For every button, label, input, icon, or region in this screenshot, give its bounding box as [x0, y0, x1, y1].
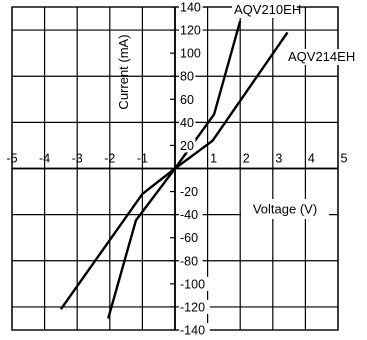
- legend-label-bg: [232, 2, 297, 18]
- y-tick-label: 120: [180, 24, 201, 38]
- y-tick-label-bg: [179, 299, 210, 314]
- x-tick-label: -1: [137, 152, 148, 166]
- y-tick-label-bg: [179, 230, 203, 245]
- y-tick-label: 80: [180, 70, 194, 84]
- y-tick-label-bg: [179, 138, 196, 153]
- x-tick-label: 3: [275, 152, 282, 166]
- x-tick-label: -4: [39, 152, 50, 166]
- y-tick-label-bg: [179, 92, 196, 107]
- y-tick-label-bg: [179, 23, 203, 38]
- x-tick-labels: -5 -4 -3 -2 -1 1 2 3 4 5: [6, 152, 347, 166]
- x-tick-label: -3: [72, 152, 83, 166]
- y-tick-label: -140: [180, 324, 205, 338]
- y-axis-label: Current (mA): [116, 34, 131, 109]
- y-tick-label: -80: [180, 254, 198, 268]
- y-tick-label-bg: [179, 0, 203, 14]
- y-tick-label-bg: [179, 184, 203, 199]
- y-tick-label-bg: [179, 253, 203, 268]
- y-tick-label: 40: [180, 116, 194, 130]
- y-tick-label: 100: [180, 47, 201, 61]
- y-tick-label: 140: [180, 1, 201, 15]
- legend: AQV210EH AQV214EH: [232, 2, 355, 65]
- legend-label-bg: [286, 49, 351, 65]
- y-tick-label: 60: [180, 93, 194, 107]
- y-tick-label: -60: [180, 231, 198, 245]
- y-tick-label-bg: [179, 276, 210, 291]
- x-tick-label: 4: [308, 152, 315, 166]
- y-tick-labels: 140 120 100 80 60 40 20 -20 -40 -60 -80 -100 -120 -14…: [179, 0, 210, 338]
- legend-label-aqv210eh: AQV210EH: [234, 2, 301, 17]
- series-lines: [59, 20, 289, 319]
- y-tick-label-bg: [179, 69, 196, 84]
- y-tick-label: -20: [180, 185, 198, 199]
- x-tick-label: 1: [210, 152, 217, 166]
- x-tick-label: -5: [6, 152, 17, 166]
- y-tick-label: -40: [180, 208, 198, 222]
- y-tick-label: 20: [180, 139, 194, 153]
- y-tick-label-bg: [179, 115, 196, 130]
- x-tick-label: 5: [341, 152, 348, 166]
- y-tick-label-bg: [179, 46, 203, 61]
- x-axis-label: Voltage (V): [253, 202, 317, 217]
- x-tick-label: -2: [104, 152, 115, 166]
- y-tick-label-bg: [179, 207, 203, 222]
- series-line-aqv214eh: [59, 31, 289, 310]
- y-tick-label-bg: [179, 323, 210, 337]
- legend-label-aqv214eh: AQV214EH: [288, 49, 355, 64]
- x-axis-label-group: Voltage (V): [241, 199, 329, 219]
- y-tick-label: -100: [180, 277, 205, 291]
- y-tick-label: -120: [180, 300, 205, 314]
- x-tick-label: 2: [243, 152, 250, 166]
